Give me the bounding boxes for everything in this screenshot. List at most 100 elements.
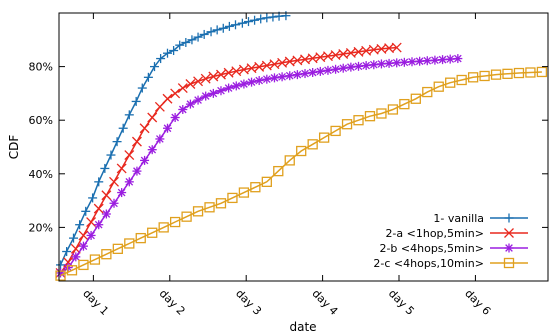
marker-stroke — [330, 125, 341, 137]
data-point — [364, 111, 376, 122]
marker-stroke — [102, 210, 111, 218]
marker-stroke — [194, 96, 202, 104]
data-point — [56, 260, 66, 270]
y-tick-label: 60% — [29, 114, 53, 127]
marker-stroke — [93, 203, 104, 214]
data-point — [170, 88, 181, 99]
data-point — [181, 37, 191, 47]
marker-stroke — [307, 53, 318, 64]
marker-stroke — [445, 77, 456, 88]
legend-label: 2-a <1hop,5min> — [385, 227, 484, 240]
marker-stroke — [324, 66, 332, 75]
data-point — [231, 66, 242, 77]
data-point — [250, 182, 261, 193]
legend-swatch-marker — [504, 243, 514, 253]
y-axis-label: CDF — [7, 135, 21, 160]
data-point — [101, 249, 112, 260]
marker-stroke — [301, 69, 309, 78]
data-point — [438, 55, 448, 65]
data-point — [131, 136, 142, 147]
marker-stroke — [385, 59, 393, 68]
marker-stroke — [438, 55, 447, 64]
data-point — [193, 95, 203, 105]
marker-stroke — [178, 105, 187, 114]
data-point — [215, 198, 227, 209]
data-point — [268, 12, 278, 22]
marker-stroke — [66, 265, 78, 276]
marker-stroke — [284, 155, 295, 166]
data-point — [230, 20, 240, 30]
marker-stroke — [292, 55, 303, 66]
marker-stroke — [78, 259, 89, 271]
data-point — [147, 145, 157, 155]
marker-stroke — [269, 59, 280, 70]
data-point — [162, 93, 173, 104]
data-point — [193, 76, 204, 87]
plot-layer — [55, 11, 548, 281]
data-point — [71, 252, 81, 262]
data-point — [81, 206, 91, 216]
marker-stroke — [227, 192, 238, 204]
marker-stroke — [503, 257, 515, 269]
data-point — [89, 254, 101, 265]
data-point — [187, 35, 197, 45]
marker-stroke — [109, 176, 119, 187]
marker-stroke — [232, 82, 241, 90]
marker-stroke — [89, 254, 101, 265]
marker-stroke — [479, 70, 490, 82]
data-point — [124, 110, 134, 120]
x-tick-label: day 2 — [157, 287, 188, 318]
data-point — [116, 163, 127, 174]
marker-stroke — [384, 43, 395, 54]
data-point — [262, 13, 272, 23]
data-point — [56, 268, 66, 278]
marker-stroke — [408, 57, 416, 66]
marker-stroke — [345, 47, 356, 58]
marker-stroke — [110, 199, 118, 208]
data-point — [88, 193, 98, 203]
marker-stroke — [148, 145, 157, 154]
data-point — [308, 67, 318, 77]
data-point — [433, 81, 444, 92]
marker-stroke — [185, 79, 196, 89]
marker-stroke — [446, 55, 455, 63]
marker-stroke — [238, 64, 249, 75]
data-point — [66, 265, 78, 276]
marker-stroke — [71, 253, 80, 261]
data-point — [94, 177, 104, 187]
marker-stroke — [505, 244, 513, 252]
data-point — [323, 65, 333, 75]
data-point — [269, 73, 279, 83]
data-point — [86, 217, 97, 227]
marker-stroke — [433, 81, 444, 92]
marker-stroke — [262, 75, 271, 84]
data-point — [237, 18, 247, 28]
legend-swatch-marker — [504, 228, 514, 238]
data-point — [384, 58, 394, 68]
data-point — [177, 83, 188, 93]
data-point — [407, 57, 417, 67]
marker-stroke — [387, 104, 399, 115]
data-point — [86, 230, 96, 240]
data-point — [131, 96, 141, 106]
marker-stroke — [354, 62, 363, 71]
marker-stroke — [192, 206, 204, 217]
marker-stroke — [261, 176, 272, 187]
marker-stroke — [293, 70, 302, 79]
legend-entry: 2-b <4hops,5min> — [379, 242, 528, 255]
data-point — [101, 209, 111, 219]
marker-stroke — [158, 222, 169, 233]
marker-stroke — [87, 231, 95, 240]
marker-stroke — [171, 113, 179, 122]
data-point — [250, 15, 260, 25]
marker-stroke — [400, 58, 409, 67]
series-line — [60, 71, 542, 277]
data-point — [285, 71, 295, 81]
marker-stroke — [391, 42, 402, 53]
marker-stroke — [156, 135, 164, 143]
marker-stroke — [261, 60, 272, 71]
marker-stroke — [181, 211, 192, 222]
marker-stroke — [116, 163, 127, 174]
data-point — [445, 77, 456, 88]
